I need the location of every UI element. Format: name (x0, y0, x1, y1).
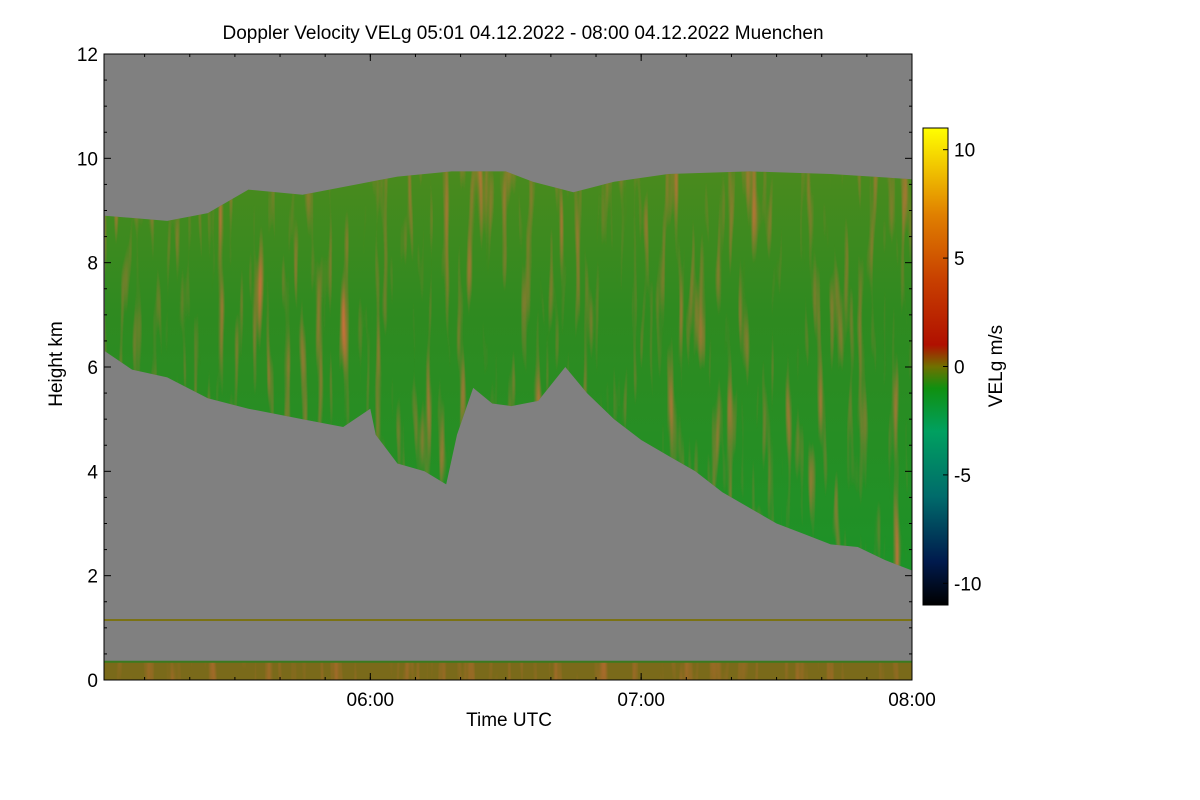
y-tick-label: 2 (87, 567, 98, 588)
boundary-layer-top-line (104, 660, 912, 663)
x-tick-label: 08:00 (888, 690, 936, 711)
colorbar-label: VELg m/s (986, 325, 1007, 407)
y-tick-label: 8 (87, 254, 98, 275)
y-axis-label: Height km (46, 321, 67, 407)
cloud-echo (104, 171, 912, 571)
y-tick-label: 6 (87, 358, 98, 379)
colorbar-tick-label: 5 (954, 249, 965, 270)
colorbar-tick-label: -5 (954, 466, 971, 487)
y-tick-label: 0 (87, 671, 98, 692)
y-tick-label: 4 (87, 462, 98, 483)
y-tick-label: 12 (77, 45, 98, 66)
colorbar: 10 5 0 -5 -10 VELg m/s (922, 127, 1007, 606)
y-axis: 0 2 4 6 8 10 12 (77, 45, 912, 692)
x-tick-label: 06:00 (347, 690, 395, 711)
cloud-updraft-streaks (104, 171, 912, 571)
chart-title: Doppler Velocity VELg 05:01 04.12.2022 -… (222, 23, 823, 44)
colorbar-tick-label: 0 (954, 358, 965, 379)
colorbar-tick-label: -10 (954, 574, 981, 595)
boundary-layer-echo (104, 619, 912, 680)
x-axis-label: Time UTC (466, 710, 552, 731)
boundary-layer-texture (104, 661, 912, 680)
x-tick-label: 07:00 (617, 690, 665, 711)
thin-layer-line (104, 619, 912, 622)
colorbar-tick-label: 10 (954, 141, 975, 162)
x-axis: 06:00 07:00 08:00 (144, 54, 936, 711)
y-tick-label: 10 (77, 149, 98, 170)
